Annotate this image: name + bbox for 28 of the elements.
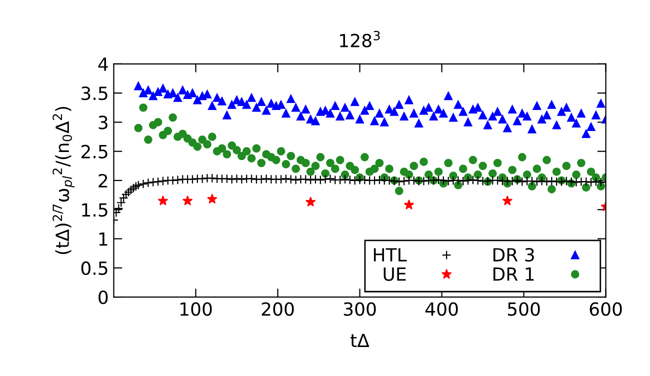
- x-axis-title: tΔ: [350, 334, 370, 347]
- y-tick-label: 0: [98, 290, 108, 304]
- point: [404, 200, 414, 210]
- y-tick-label: 3.5: [82, 86, 108, 100]
- y-tick-label: 0.5: [81, 261, 108, 276]
- y-tick-label: 2: [98, 174, 108, 188]
- legend-label: UE: [384, 267, 406, 281]
- x-tick-label: 500: [508, 302, 540, 316]
- point: [502, 195, 513, 206]
- x-tick-label: 400: [425, 302, 458, 316]
- legend-label: HTL: [374, 248, 407, 262]
- legend-label: DR 1: [493, 267, 534, 281]
- point: [158, 195, 168, 206]
- legend-label: DR 3: [493, 248, 534, 262]
- point: [182, 195, 193, 206]
- y-tick-label: 1: [99, 232, 108, 246]
- point: [206, 194, 218, 204]
- chart-title: 128$^{3}$: [340, 30, 380, 48]
- y-tick-label: 2.5: [82, 144, 108, 158]
- x-tick-label: 200: [262, 302, 294, 316]
- y-tick-label: 1.5: [82, 203, 108, 217]
- x-tick-label: 300: [344, 302, 376, 316]
- point: [305, 196, 316, 207]
- y-tick-label: 3: [98, 116, 108, 130]
- x-tick-label: 600: [590, 302, 622, 316]
- x-tick-label: 100: [180, 302, 212, 316]
- text: (tΔ)$^{2/7}$ω$_{pl}$$^{2}$/(n$_{0}$Δ$^{2}$): [52, 106, 74, 254]
- y-tick-label: 4: [98, 58, 108, 71]
